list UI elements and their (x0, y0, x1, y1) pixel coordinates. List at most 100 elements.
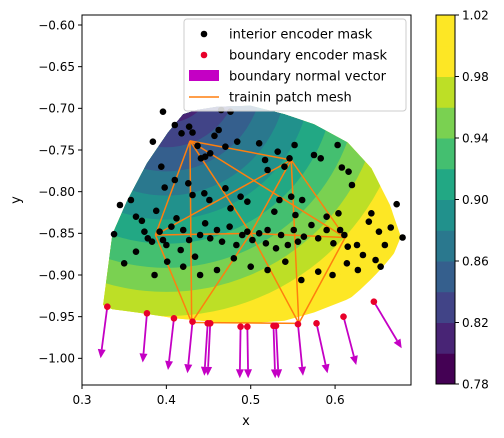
boundary-point (340, 313, 347, 320)
y-tick-label: −0.65 (38, 60, 75, 74)
interior-point (338, 164, 346, 171)
interior-point (201, 190, 208, 197)
interior-point (233, 241, 240, 249)
interior-point (196, 271, 204, 279)
interior-point (329, 271, 336, 279)
interior-point (291, 141, 298, 149)
interior-point (344, 243, 352, 250)
interior-point (238, 231, 246, 239)
interior-point (138, 217, 146, 225)
normal-vector-head (350, 355, 358, 365)
interior-point (294, 238, 302, 245)
colorbar-tick-label: 0.90 (462, 193, 489, 207)
normal-vector-shaft (246, 326, 249, 370)
interior-point (255, 140, 263, 147)
y-tick-label: −0.60 (38, 18, 75, 32)
colorbar-band (436, 107, 455, 139)
interior-point (277, 231, 285, 239)
interior-point (206, 235, 214, 242)
interior-point (368, 210, 375, 217)
interior-point (218, 238, 226, 245)
mesh-edge (250, 159, 292, 234)
interior-point (141, 228, 148, 235)
legend: interior encoder mask boundary encoder m… (183, 18, 407, 112)
interior-point (201, 220, 209, 227)
interior-point (387, 224, 395, 231)
mesh-edge (189, 140, 292, 161)
interior-point (317, 155, 325, 162)
colorbar-band (436, 353, 455, 385)
interior-point (399, 234, 406, 241)
boundary-point (272, 322, 280, 330)
legend-label-boundary: boundary encoder mask (229, 49, 388, 64)
interior-point (310, 151, 318, 159)
interior-point (132, 213, 140, 220)
interior-point (177, 246, 184, 254)
normal-vector-shaft (272, 325, 276, 370)
y-tick-label: −0.85 (38, 227, 75, 241)
interior-point (173, 215, 180, 222)
legend-label-mesh: trainin patch mesh (229, 91, 352, 106)
normal-vectors (97, 301, 402, 379)
normal-vector-head (97, 348, 106, 359)
legend-label-interior: interior encoder mask (229, 28, 373, 43)
interior-point (264, 266, 271, 274)
mesh-edge (250, 232, 300, 324)
normal-vector-head (139, 353, 148, 363)
interior-point (120, 260, 128, 267)
y-axis-ticks: −0.60 −0.65 −0.70 −0.75 −0.80 −0.85 −0.90 −0.95… (38, 18, 82, 366)
normal-vector-shaft (315, 323, 327, 365)
x-axis-ticks: 0.3 0.4 0.5 0.6 (72, 385, 345, 407)
interior-point (244, 228, 251, 235)
interior-point (281, 163, 288, 170)
y-tick-label: −0.95 (38, 310, 75, 324)
interior-point (287, 193, 295, 200)
normal-vector-shaft (238, 326, 242, 370)
interior-point (211, 132, 218, 140)
y-tick-label: −0.70 (38, 102, 75, 116)
colorbar-tick-label: 0.78 (462, 377, 489, 391)
interior-point (323, 213, 330, 220)
interior-point (336, 226, 344, 234)
normal-vector-head (165, 360, 173, 370)
interior-point (191, 253, 199, 260)
colorbar-band (436, 322, 455, 354)
colorbar-tick-label: 1.02 (462, 8, 489, 22)
interior-point (262, 240, 270, 247)
interior-point (189, 191, 196, 199)
interior-point (168, 223, 175, 230)
legend-label-normal: boundary normal vector (229, 70, 387, 85)
boundary-point (189, 318, 196, 325)
interior-point (249, 236, 256, 244)
interior-point (276, 196, 283, 204)
interior-point (227, 205, 234, 212)
colorbar-band (436, 45, 455, 77)
legend-box (183, 18, 407, 112)
interior-point (393, 200, 400, 208)
interior-point (341, 231, 348, 239)
boundary-point (104, 303, 111, 310)
colorbar-bands (436, 15, 455, 385)
interior-point (152, 207, 160, 215)
interior-point (156, 228, 163, 235)
interior-point (161, 184, 168, 191)
normal-vector-shaft (373, 301, 398, 342)
interior-point (127, 196, 135, 204)
colorbar-band (436, 261, 455, 293)
interior-point (163, 258, 171, 265)
normal-vector-shaft (203, 323, 209, 367)
interior-point (230, 255, 238, 262)
mesh-edge (250, 232, 346, 239)
mesh-edge (154, 140, 191, 236)
interior-point (298, 276, 305, 284)
interior-point (335, 210, 342, 217)
interior-point (261, 156, 269, 164)
interior-point (110, 230, 118, 238)
interior-point (215, 126, 222, 134)
interior-point (159, 236, 167, 244)
x-tick-label: 0.6 (326, 393, 345, 407)
normal-vector-head (393, 338, 402, 349)
interior-point (377, 263, 384, 270)
interior-point (132, 248, 140, 255)
